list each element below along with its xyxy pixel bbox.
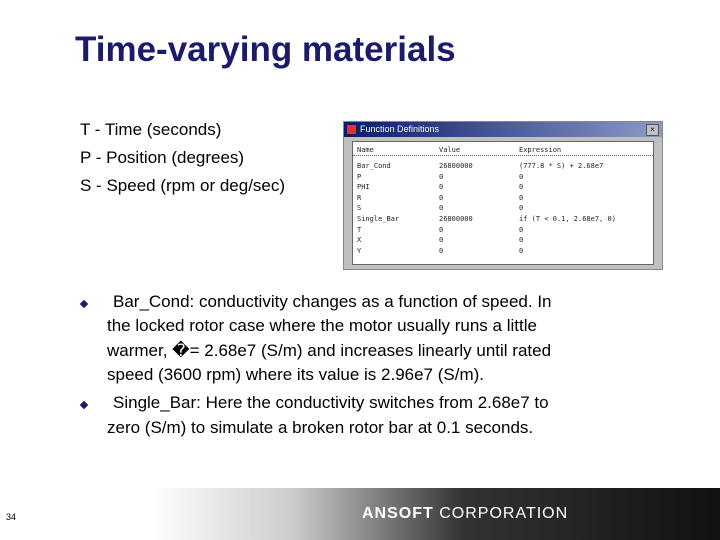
list-cell: 0 [439, 204, 444, 213]
column-header: Value [439, 146, 461, 154]
list-cell: 26800000 [439, 162, 473, 170]
column-header: Name [357, 146, 374, 154]
list-cell: 0 [519, 193, 524, 202]
footer-banner [150, 488, 720, 540]
list-cell: 0 [519, 204, 524, 213]
bullet-text: the locked rotor case where the motor us… [107, 316, 537, 336]
list-row: T 0 0 [353, 225, 653, 235]
bullet-marker [79, 299, 89, 309]
list-cell: PHI [357, 183, 370, 192]
list-row: X 0 0 [353, 235, 653, 245]
list-row: PHI 0 0 [353, 182, 653, 192]
list-cell: T [357, 225, 362, 234]
list-row: S 0 0 [353, 203, 653, 213]
bullet-text: Single_Bar: Here the conductivity switch… [113, 393, 549, 413]
list-cell: 0 [519, 172, 524, 181]
list-cell: if (T < 0.1, 2.68e7, 0) [519, 215, 616, 223]
close-button[interactable]: × [646, 124, 659, 136]
list-cell: P [357, 172, 362, 181]
window-icon [347, 125, 356, 134]
definition: T - Time (seconds) [80, 120, 222, 139]
list-header: Name Value Expression [353, 145, 653, 156]
list-row: Y 0 0 [353, 246, 653, 256]
title: Time-varying materials [75, 30, 456, 69]
list-cell: X [357, 236, 362, 245]
bullet-text: warmer, �= 2.68e7 (S/m) and increases li… [107, 340, 552, 360]
list-cell: R [357, 193, 362, 202]
list-cell: 0 [439, 246, 444, 255]
logo-word: CORPORATION [439, 505, 569, 522]
list-cell: 0 [439, 193, 444, 202]
list-cell: S [357, 204, 362, 213]
list-cell: 0 [519, 225, 524, 234]
definition: S - Speed (rpm or deg/sec) [80, 176, 286, 195]
bullet-text: Bar_Cond: conductivity changes as a func… [113, 292, 552, 311]
dialog-title: Function Definitions [360, 124, 440, 134]
dialog-window: Function Definitions × Name Value Expressi… [343, 121, 663, 270]
list-cell: 0 [519, 183, 524, 192]
column-header: Expression [519, 146, 562, 154]
bullet-text: speed (3600 rpm) where its value is 2.96… [107, 364, 485, 384]
bullet-marker [79, 400, 89, 410]
list-cell: Y [357, 246, 362, 255]
list-row: Single_Bar 26800000 if (T < 0.1, 2.68e7, 0… [353, 214, 653, 224]
dialog-title-bar: Function Definitions × [344, 122, 662, 137]
list-row: Bar_Cond 26800000 (777.8 * S) + 2.68e7 [353, 161, 653, 171]
list-cell: 0 [519, 236, 524, 245]
list-cell: 0 [439, 183, 444, 192]
list-cell: Single_Bar [357, 215, 400, 223]
list-cell: 0 [439, 236, 444, 245]
list-row: R 0 0 [353, 193, 653, 203]
list-cell: 0 [519, 246, 524, 255]
page-number: 34 [6, 512, 17, 522]
definition: P - Position (degrees) [80, 148, 245, 167]
list-cell: 0 [439, 172, 444, 181]
function-list: Name Value Expression Bar_Cond 26800000 (777.… [352, 141, 654, 265]
list-cell: (777.8 * S) + 2.68e7 [519, 162, 604, 170]
bullet-text: zero (S/m) to simulate a broken rotor ba… [107, 417, 534, 437]
list-cell: 0 [439, 225, 444, 234]
list-cell: 26800000 [439, 215, 473, 223]
company-logo: ANSOFT CORPORATION [362, 505, 568, 523]
list-row: P 0 0 [353, 172, 653, 182]
list-cell: Bar_Cond [357, 162, 391, 170]
logo-word: ANSOFT [362, 505, 434, 522]
